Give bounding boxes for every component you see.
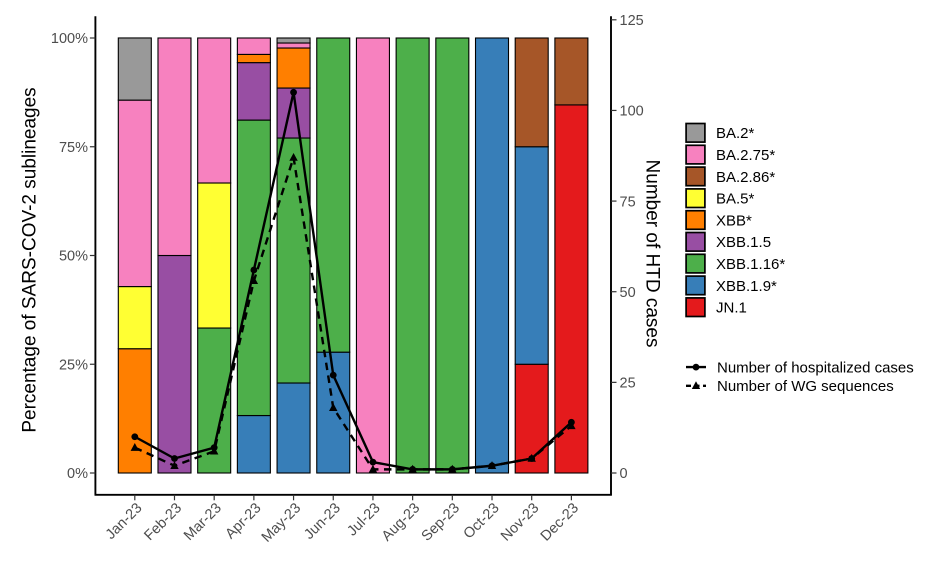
svg-text:Number of hospitalized cases: Number of hospitalized cases xyxy=(717,359,914,376)
svg-text:50: 50 xyxy=(620,285,636,301)
svg-text:XBB*: XBB* xyxy=(716,212,752,229)
svg-text:Percentage of SARS-COV-2 subli: Percentage of SARS-COV-2 sublineages xyxy=(20,87,41,432)
svg-text:75: 75 xyxy=(620,194,636,210)
svg-text:0%: 0% xyxy=(67,466,88,482)
svg-text:Number of WG sequences: Number of WG sequences xyxy=(717,378,894,395)
svg-text:BA.2.86*: BA.2.86* xyxy=(716,169,775,186)
svg-text:BA.2*: BA.2* xyxy=(716,125,755,142)
svg-text:100%: 100% xyxy=(51,31,88,47)
svg-text:25%: 25% xyxy=(59,357,88,373)
svg-text:JN.1: JN.1 xyxy=(716,300,747,317)
svg-text:Number of HTD cases: Number of HTD cases xyxy=(641,160,662,348)
svg-text:BA.5*: BA.5* xyxy=(716,191,755,208)
svg-text:0: 0 xyxy=(620,466,628,482)
svg-text:75%: 75% xyxy=(59,140,88,156)
svg-text:XBB.1.9*: XBB.1.9* xyxy=(716,278,777,295)
svg-text:XBB.1.5: XBB.1.5 xyxy=(716,234,771,251)
svg-text:100: 100 xyxy=(620,104,644,120)
svg-text:125: 125 xyxy=(620,13,644,29)
svg-text:BA.2.75*: BA.2.75* xyxy=(716,147,775,164)
svg-text:50%: 50% xyxy=(59,249,88,265)
svg-text:25: 25 xyxy=(620,376,636,392)
svg-text:XBB.1.16*: XBB.1.16* xyxy=(716,256,785,273)
